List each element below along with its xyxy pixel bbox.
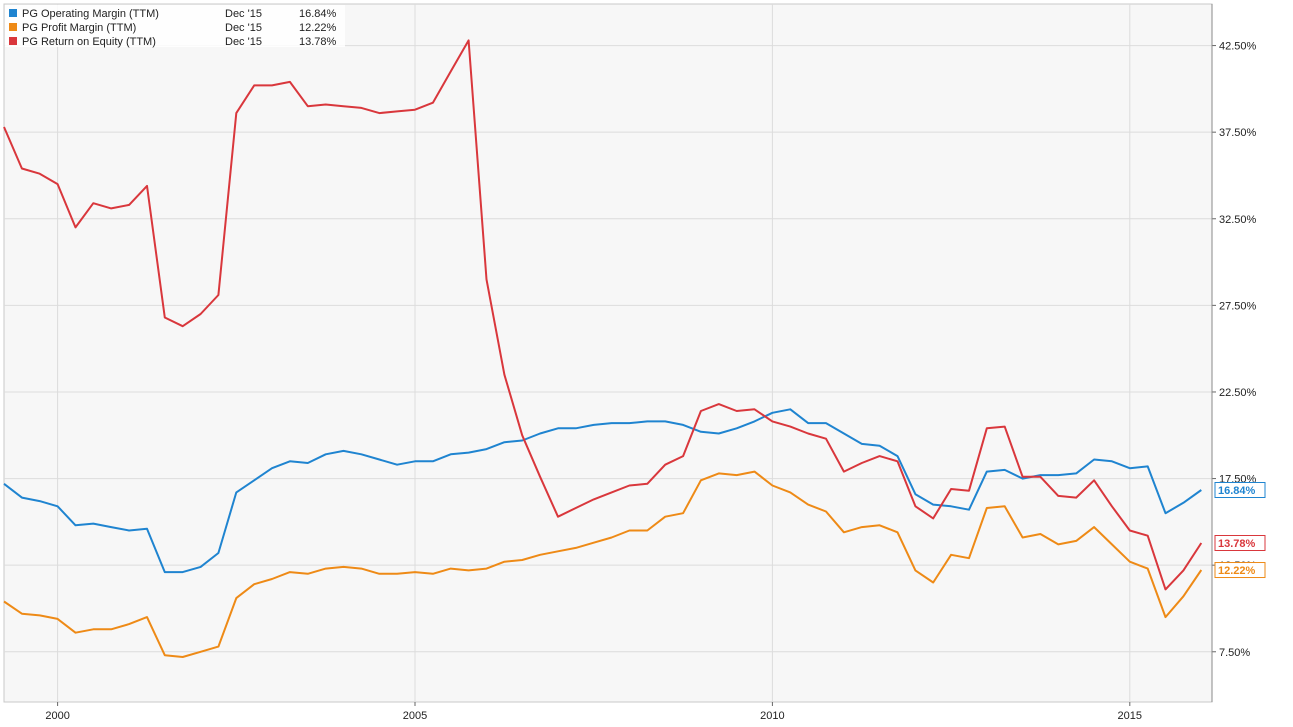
legend-background [5, 5, 345, 47]
plot-background [3, 3, 1213, 703]
legend-date: Dec '15 [225, 22, 262, 34]
x-axis: 2000 2005 2010 2015 [45, 702, 1142, 722]
end-label-value: 12.22% [1218, 565, 1256, 577]
end-labels: 16.84% 12.22% 13.78% [1214, 482, 1266, 579]
legend-item-0[interactable]: PG Operating Margin (TTM) Dec '15 16.84% [9, 8, 337, 20]
legend: PG Operating Margin (TTM) Dec '15 16.84%PG… [5, 5, 345, 48]
legend-item-1[interactable]: PG Profit Margin (TTM) Dec '15 12.22% [9, 22, 337, 34]
y-tick-label: 27.50% [1219, 300, 1257, 312]
legend-swatch [9, 23, 17, 31]
y-tick-label: 7.50% [1219, 647, 1250, 659]
end-label-2: 13.78% [1214, 535, 1266, 552]
end-label-box [1214, 562, 1266, 579]
y-axis: 7.50%12.50%17.50%22.50%27.50%32.50%37.50… [1211, 4, 1257, 702]
series-line-2[interactable] [3, 39, 1203, 591]
grid-lines [4, 4, 1212, 702]
end-label-0: 16.84% [1214, 482, 1266, 499]
x-tick-label: 2015 [1118, 710, 1142, 722]
end-label-1: 12.22% [1214, 562, 1266, 579]
legend-series-name: PG Profit Margin (TTM) [22, 22, 136, 34]
legend-swatch [9, 9, 17, 17]
end-label-value: 16.84% [1218, 485, 1256, 497]
legend-value: 12.22% [299, 22, 337, 34]
legend-swatch [9, 37, 17, 45]
x-tick-label: 2005 [403, 710, 427, 722]
end-label-box [1214, 535, 1266, 552]
legend-value: 13.78% [299, 36, 337, 48]
x-tick-label: 2010 [760, 710, 784, 722]
y-tick-label: 42.50% [1219, 41, 1257, 53]
x-tick-label: 2000 [45, 710, 69, 722]
series-line-1[interactable] [3, 470, 1203, 658]
end-label-value: 13.78% [1218, 538, 1256, 550]
end-label-box [1214, 482, 1266, 499]
legend-value: 16.84% [299, 8, 337, 20]
legend-series-name: PG Return on Equity (TTM) [22, 36, 156, 48]
y-tick-label: 37.50% [1219, 127, 1257, 139]
y-tick-label: 22.50% [1219, 387, 1257, 399]
legend-date: Dec '15 [225, 36, 262, 48]
y-tick-label: 32.50% [1219, 214, 1257, 226]
series-line-0[interactable] [3, 408, 1202, 574]
legend-date: Dec '15 [225, 8, 262, 20]
legend-item-2[interactable]: PG Return on Equity (TTM) Dec '15 13.78% [9, 36, 337, 48]
legend-series-name: PG Operating Margin (TTM) [22, 8, 159, 20]
series-layer [3, 39, 1203, 658]
